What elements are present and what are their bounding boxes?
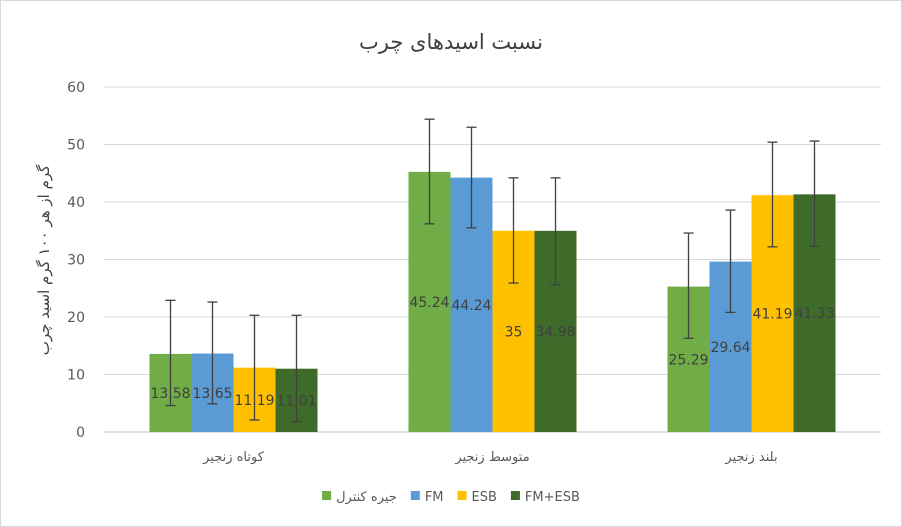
y-tick-label: 40 — [67, 195, 85, 211]
data-label: 13.58 — [150, 386, 190, 402]
legend-swatch — [410, 491, 420, 500]
y-tick-label: 50 — [67, 138, 85, 154]
x-tick-label: کوتاه زنجیر — [202, 450, 265, 465]
data-label: 25.29 — [668, 352, 708, 368]
legend-swatch — [322, 491, 332, 500]
data-label: 11.19 — [234, 393, 274, 409]
error-bars — [165, 118, 820, 423]
y-tick-label: 60 — [67, 80, 85, 96]
data-label: 41.19 — [752, 307, 792, 323]
data-label: 11.01 — [276, 393, 316, 409]
data-label: 13.65 — [192, 386, 232, 402]
y-tick-label: 0 — [76, 425, 85, 441]
y-tick-label: 20 — [67, 310, 85, 326]
legend-label: FM — [425, 490, 444, 505]
y-tick-label: 10 — [67, 368, 85, 384]
data-label: 45.24 — [409, 295, 449, 311]
legend-swatch — [457, 491, 467, 500]
x-tick-labels: کوتاه زنجیر متوسط زنجیر بلند زنجیر — [202, 450, 778, 465]
x-tick-label: بلند زنجیر — [724, 450, 777, 465]
legend: جیره کنترل FM ESB FM+ESB — [322, 490, 580, 505]
y-tick-labels: 0 10 20 30 40 50 60 — [67, 80, 85, 441]
data-label: 44.24 — [451, 298, 491, 314]
legend-label: ESB — [472, 490, 497, 505]
data-label: 34.98 — [535, 324, 575, 340]
data-label: 35 — [505, 324, 523, 340]
legend-label: جیره کنترل — [336, 490, 397, 505]
data-label: 41.33 — [794, 306, 834, 322]
data-label: 29.64 — [710, 340, 750, 356]
legend-label: FM+ESB — [525, 490, 580, 505]
x-tick-label: متوسط زنجیر — [454, 450, 529, 465]
y-axis-label: گرم از هر ۱۰۰ گرم اسید چرب — [35, 164, 53, 355]
chart-title: نسبت اسیدهای چرب — [359, 30, 543, 54]
legend-swatch — [510, 491, 520, 500]
data-labels: 13.58 13.65 11.19 11.01 45.24 44.24 35 34.98 25.… — [150, 295, 834, 409]
y-tick-label: 30 — [67, 253, 85, 269]
